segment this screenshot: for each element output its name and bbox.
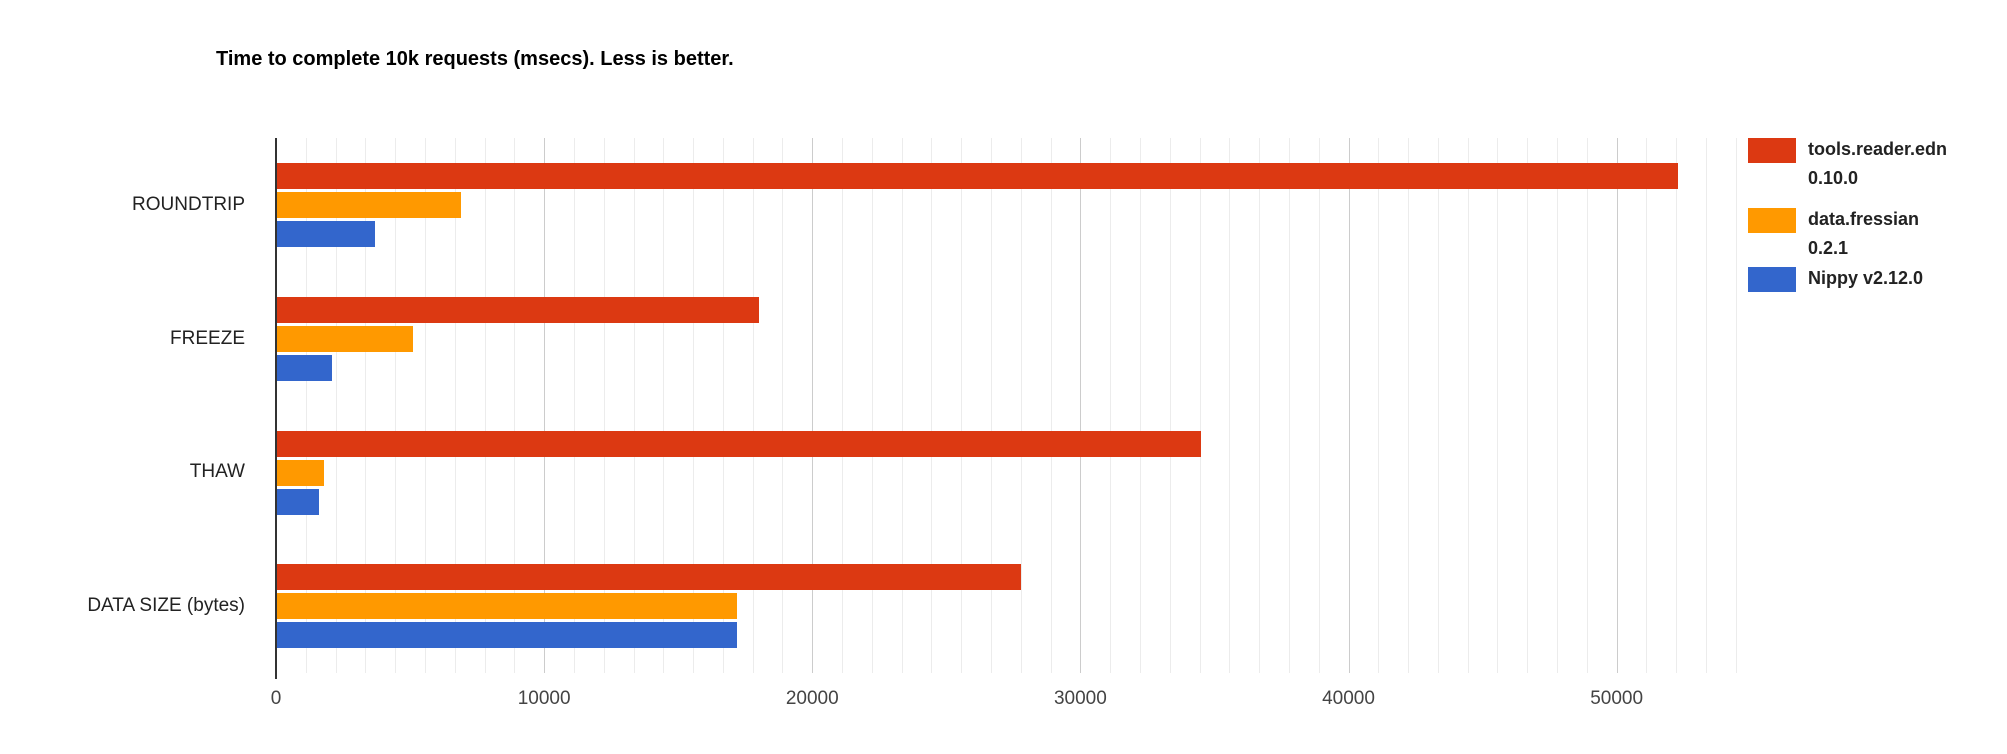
gridline-minor — [782, 138, 784, 673]
gridline-minor — [335, 138, 337, 673]
gridline-minor — [305, 138, 307, 673]
legend-label-line: Nippy v2.12.0 — [1808, 268, 1924, 288]
gridline-minor — [395, 138, 397, 673]
gridline-minor — [1020, 138, 1022, 673]
gridline-minor — [1199, 138, 1201, 673]
bar-freeze-data-fressian-0-2-1[interactable] — [276, 325, 413, 352]
legend-label-line: data.fressian — [1808, 209, 1920, 229]
plot-area — [276, 138, 1740, 673]
y-axis-line — [275, 138, 277, 679]
bar-freeze-nippy-v2-12-0[interactable] — [276, 354, 333, 381]
gridline-minor — [991, 138, 993, 673]
gridline-minor — [424, 138, 426, 673]
legend-swatch-tools-reader-edn-0-10-0 — [1748, 138, 1796, 163]
chart-title: Time to complete 10k requests (msecs). L… — [216, 48, 734, 70]
bar-thaw-data-fressian-0-2-1[interactable] — [276, 459, 325, 486]
legend-label-nippy-v2-12-0: Nippy v2.12.0 — [1808, 264, 1923, 293]
gridline-minor — [693, 138, 695, 673]
legend-item-data-fressian-0-2-1: data.fressian 0.2.1 — [1748, 205, 1919, 263]
gridline-minor — [1586, 138, 1588, 673]
legend-swatch-nippy-v2-12-0 — [1748, 267, 1796, 292]
gridline-minor — [1229, 138, 1231, 673]
gridline-minor — [1259, 138, 1261, 673]
gridline-minor — [603, 138, 605, 673]
x-tick-label-30000: 30000 — [1053, 688, 1107, 709]
bar-roundtrip-data-fressian-0-2-1[interactable] — [276, 192, 461, 218]
gridline-major — [1080, 138, 1082, 673]
gridline-minor — [1318, 138, 1320, 673]
gridline-minor — [901, 138, 903, 673]
legend-label-line: 0.2.1 — [1808, 238, 1849, 258]
gridline-major — [1616, 138, 1618, 673]
legend-label-line: tools.reader.edn — [1808, 139, 1948, 159]
gridline-minor — [1497, 138, 1499, 673]
x-tick-label-40000: 40000 — [1322, 688, 1375, 709]
gridline-major — [1348, 138, 1350, 673]
bar-data-size-bytes-tools-reader-edn-0-10-0[interactable] — [276, 564, 1022, 591]
gridline-minor — [1706, 138, 1708, 673]
gridline-minor — [1169, 138, 1171, 673]
x-tick-label-10000: 10000 — [517, 688, 571, 709]
gridline-minor — [1139, 138, 1141, 673]
x-tick-label-0: 0 — [270, 688, 282, 709]
category-label-freeze: FREEZE — [170, 327, 245, 349]
gridline-minor — [1646, 138, 1648, 673]
legend-label-line: 0.10.0 — [1808, 168, 1859, 188]
gridline-minor — [1676, 138, 1678, 673]
gridline-minor — [871, 138, 873, 673]
gridline-minor — [1288, 138, 1290, 673]
bar-freeze-tools-reader-edn-0-10-0[interactable] — [276, 296, 759, 323]
gridline-minor — [1408, 138, 1410, 673]
gridline-minor — [365, 138, 367, 673]
gridline-minor — [663, 138, 665, 673]
gridline-minor — [722, 138, 724, 673]
bar-data-size-bytes-data-fressian-0-2-1[interactable] — [276, 593, 738, 620]
gridline-minor — [1467, 138, 1469, 673]
category-label-roundtrip: ROUNDTRIP — [132, 193, 245, 215]
bar-thaw-tools-reader-edn-0-10-0[interactable] — [276, 430, 1202, 457]
category-label-data-size-bytes: DATA SIZE (bytes) — [87, 595, 245, 617]
legend-item-nippy-v2-12-0: Nippy v2.12.0 — [1748, 264, 1923, 293]
gridline-minor — [1735, 138, 1737, 673]
gridline-minor — [1437, 138, 1439, 673]
category-label-thaw: THAW — [189, 461, 245, 483]
gridline-minor — [633, 138, 635, 673]
x-tick-label-50000: 50000 — [1590, 688, 1644, 709]
gridline-minor — [1110, 138, 1112, 673]
gridline-minor — [514, 138, 516, 673]
gridline-minor — [573, 138, 575, 673]
x-tick-label-20000: 20000 — [785, 688, 839, 709]
legend-item-tools-reader-edn-0-10-0: tools.reader.edn 0.10.0 — [1748, 135, 1947, 193]
bar-thaw-nippy-v2-12-0[interactable] — [276, 488, 319, 515]
legend-swatch-data-fressian-0-2-1 — [1748, 208, 1796, 233]
gridline-minor — [842, 138, 844, 673]
bar-roundtrip-nippy-v2-12-0[interactable] — [276, 221, 376, 247]
gridline-minor — [752, 138, 754, 673]
gridline-minor — [961, 138, 963, 673]
gridline-minor — [484, 138, 486, 673]
legend-label-data-fressian-0-2-1: data.fressian 0.2.1 — [1808, 205, 1919, 263]
gridline-major — [812, 138, 814, 673]
gridline-minor — [1050, 138, 1052, 673]
gridline-minor — [1557, 138, 1559, 673]
gridline-minor — [454, 138, 456, 673]
gridline-minor — [1378, 138, 1380, 673]
legend-label-tools-reader-edn-0-10-0: tools.reader.edn 0.10.0 — [1808, 135, 1947, 193]
gridline-major — [544, 138, 546, 673]
gridline-minor — [1527, 138, 1529, 673]
gridline-minor — [931, 138, 933, 673]
bar-data-size-bytes-nippy-v2-12-0[interactable] — [276, 622, 738, 649]
bar-roundtrip-tools-reader-edn-0-10-0[interactable] — [276, 163, 1679, 189]
